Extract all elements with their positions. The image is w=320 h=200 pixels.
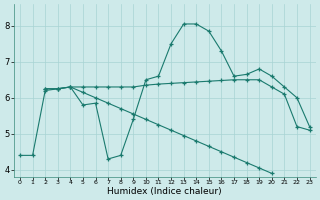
X-axis label: Humidex (Indice chaleur): Humidex (Indice chaleur) xyxy=(108,187,222,196)
